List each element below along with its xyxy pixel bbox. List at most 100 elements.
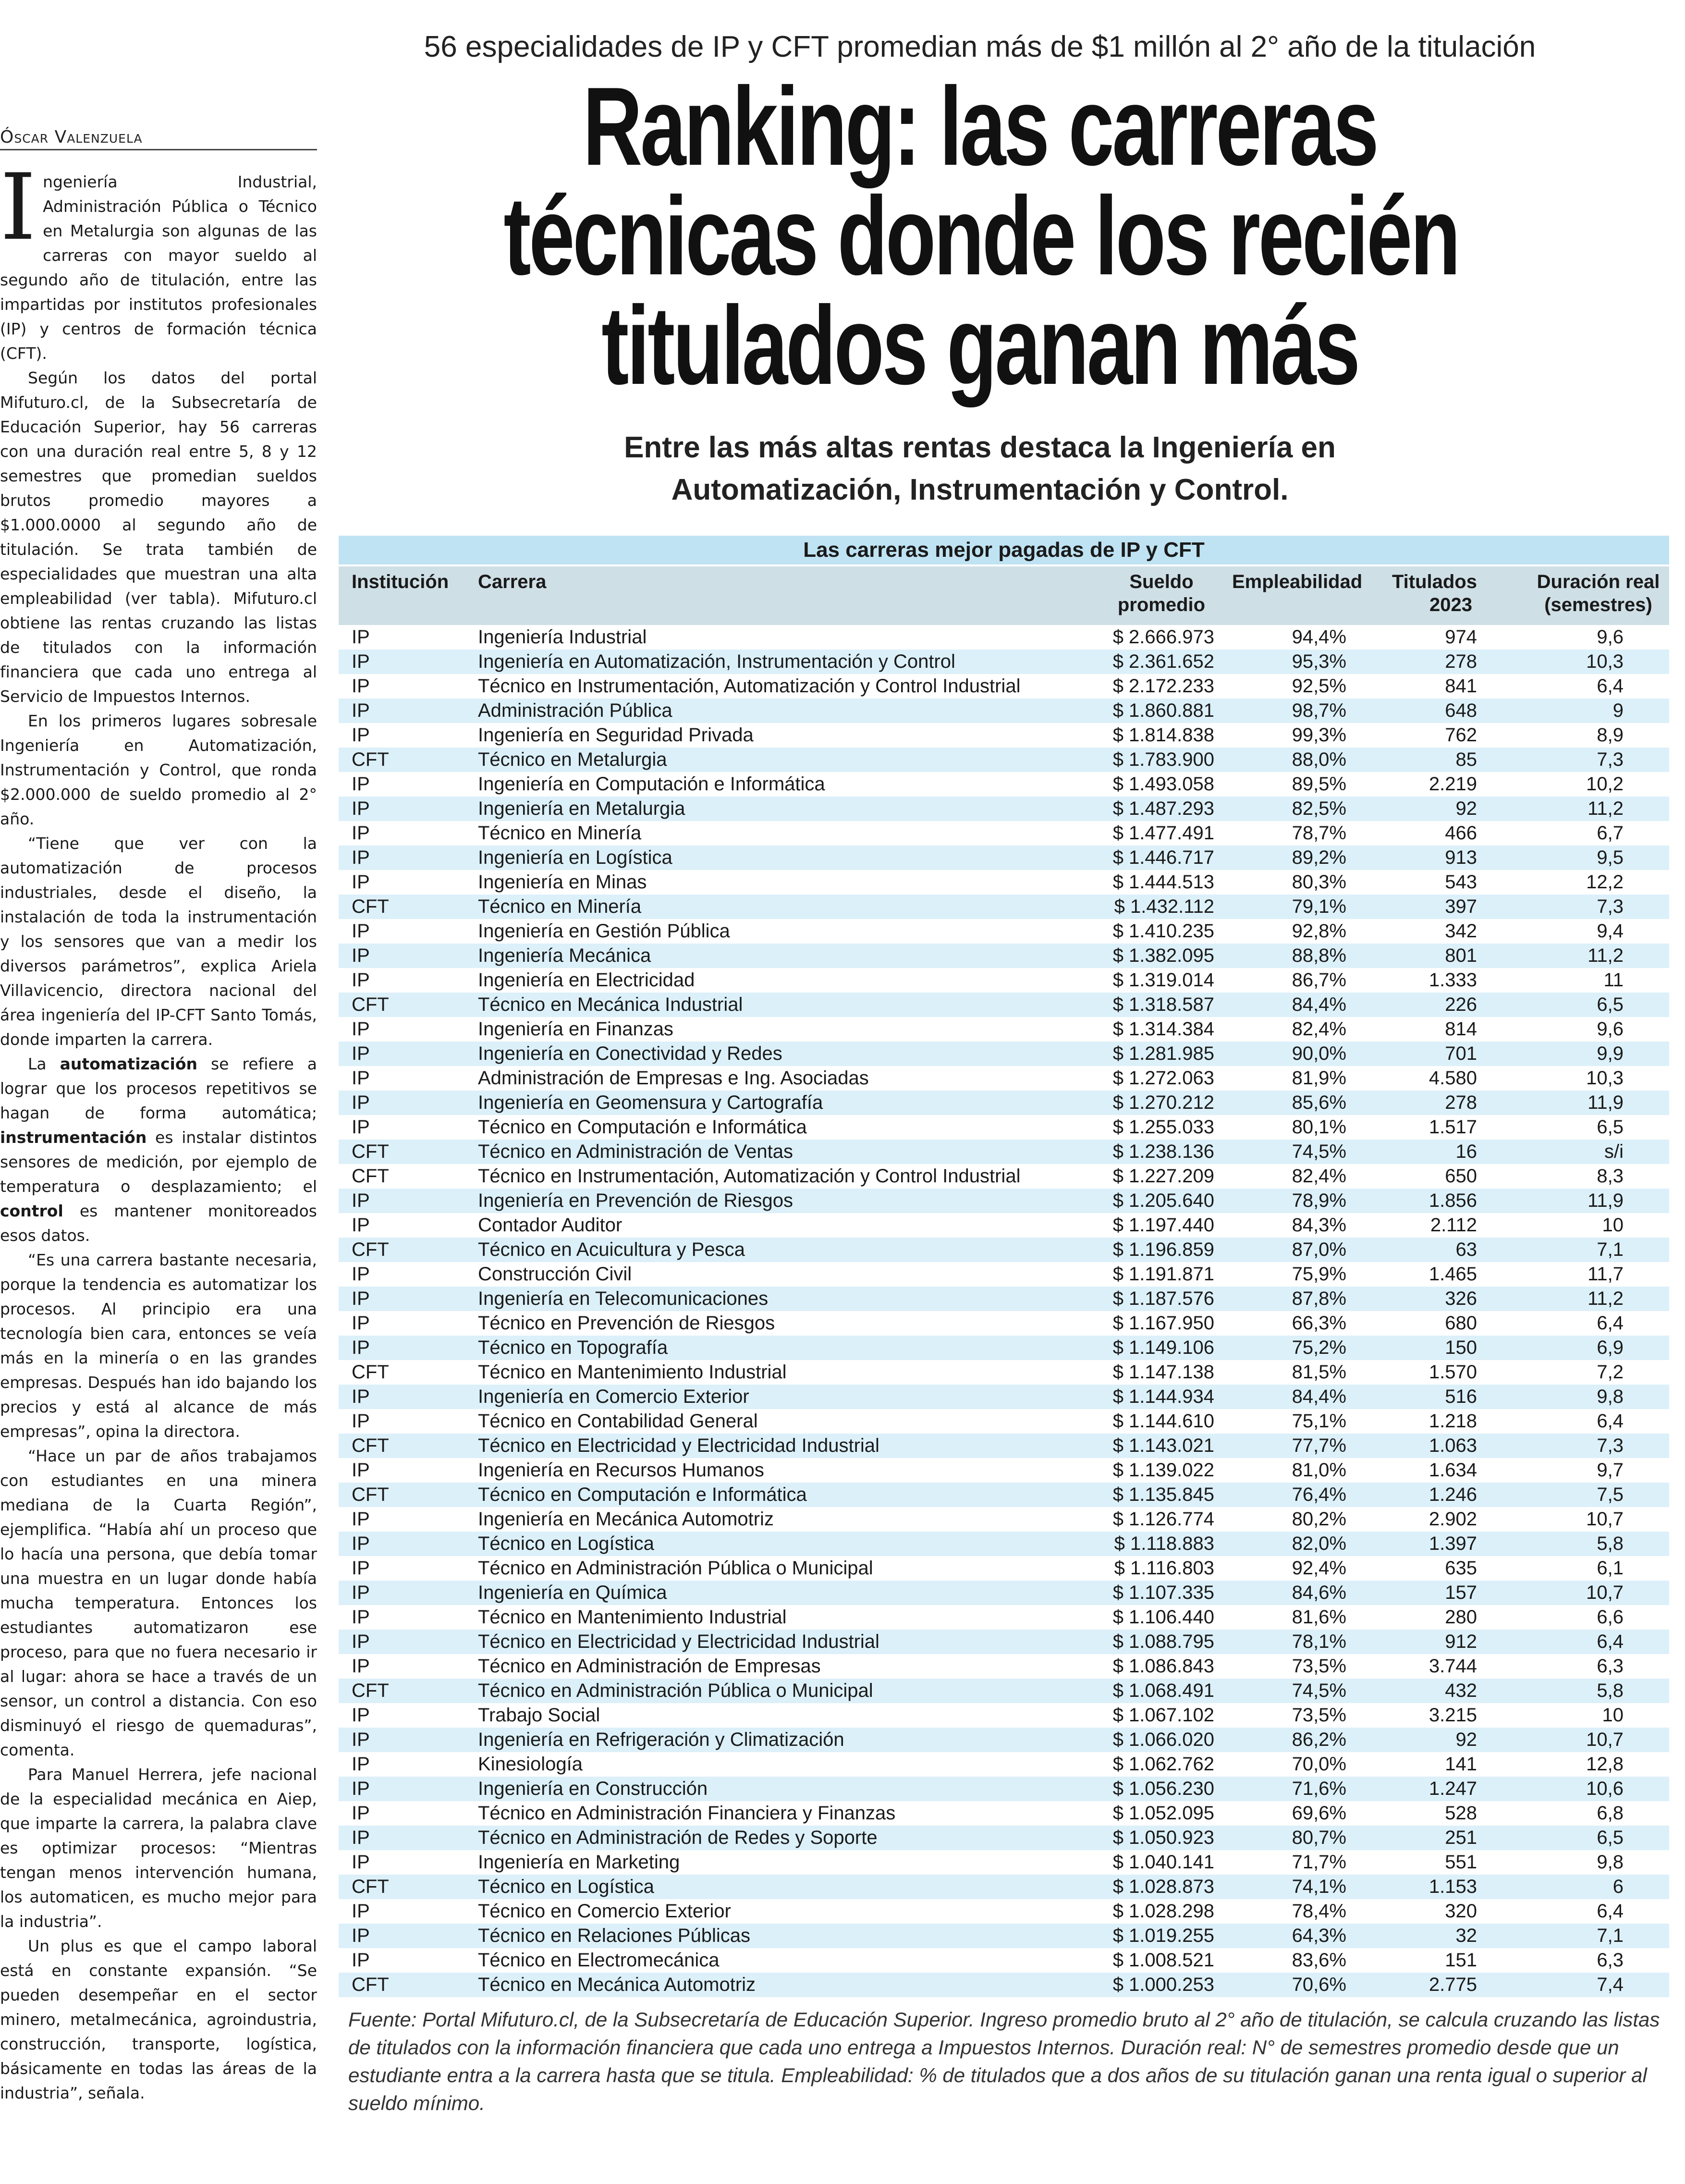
cell-empleabilidad: 75,1% bbox=[1292, 1411, 1346, 1432]
table-row: IP Ingeniería en Logística $ 1.446.717 89,2… bbox=[339, 846, 1669, 870]
cell-carrera: Ingeniería en Metalurgia bbox=[478, 798, 685, 819]
cell-duracion: 6,8 bbox=[1597, 1803, 1624, 1824]
cell-titulados: 1.570 bbox=[1429, 1362, 1477, 1383]
cell-carrera: Técnico en Mecánica Automotriz bbox=[478, 1974, 756, 1995]
cell-institucion: IP bbox=[352, 1509, 370, 1530]
cell-titulados: 63 bbox=[1455, 1239, 1477, 1260]
cell-titulados: 85 bbox=[1455, 749, 1477, 770]
cell-duracion: 7,3 bbox=[1597, 896, 1624, 917]
cell-empleabilidad: 71,6% bbox=[1292, 1778, 1346, 1799]
header-titulados-line: 2023 bbox=[1429, 594, 1472, 615]
cell-duracion: 9,8 bbox=[1597, 1852, 1624, 1873]
cell-carrera: Técnico en Administración de Redes y Sop… bbox=[478, 1827, 878, 1848]
table-row: CFT Técnico en Minería $ 1.432.112 79,1% 397… bbox=[339, 895, 1669, 919]
cell-duracion: 10,7 bbox=[1586, 1582, 1624, 1603]
cell-institucion: IP bbox=[352, 1778, 370, 1799]
article-paragraph: “Tiene que ver con la automatización de … bbox=[0, 831, 317, 1052]
cell-empleabilidad: 84,6% bbox=[1292, 1582, 1346, 1603]
cell-empleabilidad: 74,1% bbox=[1292, 1876, 1346, 1897]
cell-empleabilidad: 82,4% bbox=[1292, 1166, 1346, 1187]
table-row: IP Técnico en Prevención de Riesgos $ 1.16… bbox=[339, 1311, 1669, 1336]
cell-institucion: IP bbox=[352, 847, 370, 868]
cell-duracion: 7,3 bbox=[1597, 749, 1624, 770]
cell-carrera: Ingeniería en Minas bbox=[478, 871, 647, 893]
cell-titulados: 1.397 bbox=[1429, 1533, 1477, 1554]
table-row: CFT Técnico en Mecánica Industrial $ 1.318… bbox=[339, 993, 1669, 1017]
table-row: IP Ingeniería en Automatización, Instrume… bbox=[339, 650, 1669, 674]
table-row: IP Técnico en Instrumentación, Automatiza… bbox=[339, 674, 1669, 699]
cell-institucion: IP bbox=[352, 1411, 370, 1432]
cell-titulados: 551 bbox=[1445, 1852, 1477, 1873]
cell-sueldo: $ 1.139.022 bbox=[1112, 1460, 1214, 1481]
cell-carrera: Administración de Empresas e Ing. Asocia… bbox=[478, 1067, 869, 1089]
headline-line: Ranking: las carreras bbox=[583, 64, 1379, 189]
cell-duracion: 9,6 bbox=[1597, 1018, 1624, 1040]
cell-carrera: Técnico en Electromecánica bbox=[478, 1950, 720, 1971]
cell-institucion: IP bbox=[352, 1386, 370, 1407]
cell-institucion: CFT bbox=[352, 1876, 389, 1897]
cell-institucion: IP bbox=[352, 1901, 370, 1922]
cell-duracion: 6,7 bbox=[1597, 822, 1624, 844]
table-row: IP Ingeniería Industrial $ 2.666.973 94,4% 9… bbox=[339, 625, 1669, 650]
cell-institucion: IP bbox=[352, 1729, 370, 1750]
cell-carrera: Técnico en Comercio Exterior bbox=[478, 1901, 731, 1922]
cell-empleabilidad: 88,0% bbox=[1292, 749, 1346, 770]
cell-titulados: 141 bbox=[1445, 1754, 1477, 1775]
cell-empleabilidad: 82,4% bbox=[1292, 1018, 1346, 1040]
text-segment: En los primeros lugares sobresale Ingeni… bbox=[0, 712, 317, 828]
cell-carrera: Ingeniería en Logística bbox=[478, 847, 672, 868]
cell-sueldo: $ 1.066.020 bbox=[1112, 1729, 1214, 1750]
cell-sueldo: $ 1.062.762 bbox=[1112, 1754, 1214, 1775]
cell-empleabilidad: 92,5% bbox=[1292, 675, 1346, 697]
cell-carrera: Ingeniería en Geomensura y Cartografía bbox=[478, 1092, 823, 1113]
cell-empleabilidad: 73,5% bbox=[1292, 1705, 1346, 1726]
cell-institucion: IP bbox=[352, 1803, 370, 1824]
cell-sueldo: $ 1.144.610 bbox=[1112, 1411, 1214, 1432]
cell-empleabilidad: 78,1% bbox=[1292, 1631, 1346, 1652]
cell-titulados: 528 bbox=[1445, 1803, 1477, 1824]
cell-carrera: Técnico en Topografía bbox=[478, 1337, 668, 1358]
cell-institucion: IP bbox=[352, 1754, 370, 1775]
cell-sueldo: $ 1.086.843 bbox=[1112, 1656, 1214, 1677]
cell-institucion: IP bbox=[352, 626, 370, 648]
text-segment: “Es una carrera bastante necesaria, porq… bbox=[0, 1251, 317, 1441]
cell-duracion: 6,3 bbox=[1597, 1656, 1624, 1677]
header-institucion: Institución bbox=[352, 571, 449, 592]
cell-duracion: 10,2 bbox=[1586, 773, 1624, 795]
text-segment: “Hace un par de años trabajamos con estu… bbox=[0, 1447, 317, 1759]
cell-empleabilidad: 75,9% bbox=[1292, 1264, 1346, 1285]
cell-sueldo: $ 1.135.845 bbox=[1112, 1484, 1214, 1505]
cell-carrera: Técnico en Administración de Empresas bbox=[478, 1656, 821, 1677]
cell-duracion: 10,6 bbox=[1586, 1778, 1624, 1799]
cell-carrera: Técnico en Mecánica Industrial bbox=[478, 994, 743, 1015]
table-row: IP Técnico en Electromecánica $ 1.008.521 8… bbox=[339, 1948, 1669, 1973]
cell-empleabilidad: 74,5% bbox=[1292, 1680, 1346, 1701]
cell-duracion: 11,2 bbox=[1587, 798, 1624, 819]
cell-carrera: Ingeniería en Comercio Exterior bbox=[478, 1386, 749, 1407]
text-segment: ngeniería Industrial, Administración Púb… bbox=[0, 172, 317, 363]
bold-term: automatización bbox=[60, 1055, 198, 1073]
header-titulados: Titulados 2023 bbox=[1371, 570, 1477, 616]
table-row: IP Ingeniería en Seguridad Privada $ 1.814… bbox=[339, 723, 1669, 748]
cell-titulados: 1.153 bbox=[1429, 1876, 1477, 1897]
cell-duracion: 6,9 bbox=[1597, 1337, 1624, 1358]
cell-sueldo: $ 1.255.033 bbox=[1112, 1117, 1214, 1138]
header-duracion-line: Duración real bbox=[1537, 571, 1660, 592]
table-row: IP Ingeniería en Refrigeración y Climatiz… bbox=[339, 1728, 1669, 1752]
text-segment: es mantener monitoreados esos datos. bbox=[0, 1202, 317, 1245]
cell-sueldo: $ 1.106.440 bbox=[1112, 1607, 1214, 1628]
cell-duracion: 7,5 bbox=[1597, 1484, 1624, 1505]
cell-carrera: Técnico en Instrumentación, Automatizaci… bbox=[478, 1166, 1021, 1187]
cell-institucion: CFT bbox=[352, 1680, 389, 1701]
cell-institucion: CFT bbox=[352, 1239, 389, 1260]
cell-titulados: 1.247 bbox=[1429, 1778, 1477, 1799]
cell-institucion: IP bbox=[352, 1215, 370, 1236]
headline: Ranking: las carreras técnicas donde los… bbox=[336, 64, 1624, 402]
cell-duracion: 10,7 bbox=[1586, 1509, 1624, 1530]
cell-duracion: 8,3 bbox=[1597, 1166, 1624, 1187]
cell-empleabilidad: 84,3% bbox=[1292, 1215, 1346, 1236]
cell-institucion: CFT bbox=[352, 1141, 389, 1162]
cell-duracion: 6,6 bbox=[1597, 1607, 1624, 1628]
table-row: IP Técnico en Administración de Empresas $… bbox=[339, 1654, 1669, 1679]
cell-institucion: IP bbox=[352, 798, 370, 819]
